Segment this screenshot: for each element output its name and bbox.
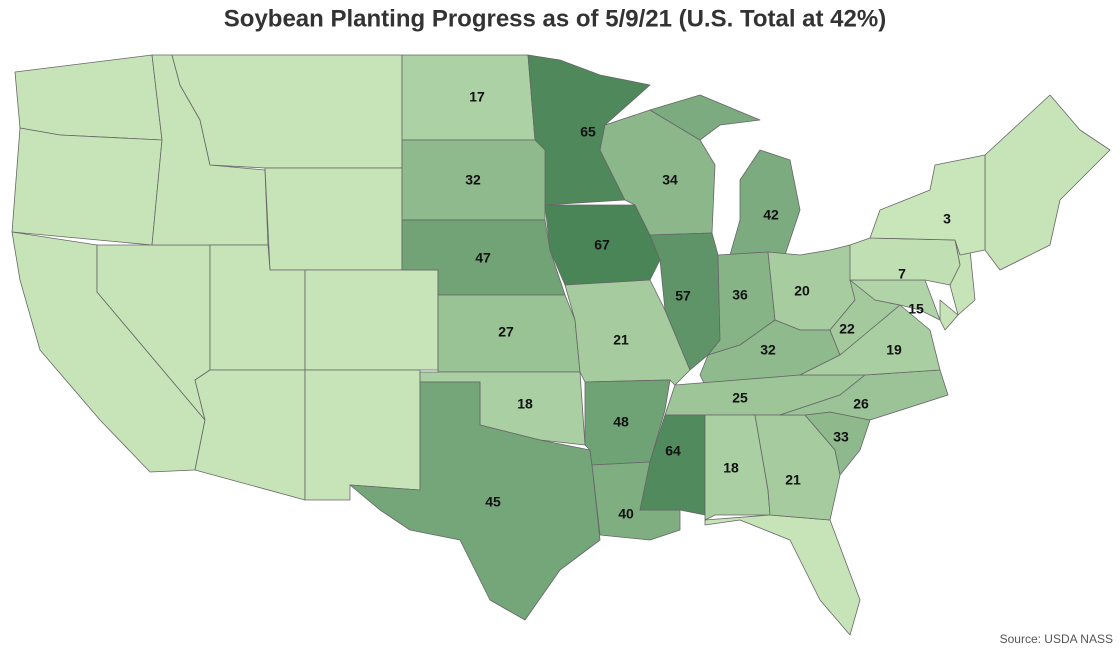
state-no-data — [194, 369, 306, 501]
state-value-label: 67 — [594, 237, 610, 253]
state-value-label: 25 — [732, 390, 748, 406]
state-value-label: 65 — [580, 124, 596, 140]
state-value-label: 18 — [723, 460, 739, 476]
state-value-label: 26 — [853, 396, 869, 412]
state-value-label: 42 — [763, 207, 779, 223]
state-value-label: 36 — [732, 287, 748, 303]
state-value-label: 48 — [613, 414, 629, 430]
state-value-label: 47 — [475, 250, 491, 266]
state-value-label: 33 — [833, 429, 849, 445]
state-value-label: 57 — [675, 288, 691, 304]
state-value-label: 40 — [618, 506, 634, 522]
state-no-data — [304, 369, 421, 501]
state-value-label: 18 — [517, 396, 533, 412]
state-value-label: 3 — [943, 211, 951, 227]
state-no-data — [171, 54, 403, 169]
state-no-data — [984, 94, 1111, 271]
state-value-label: 27 — [498, 324, 514, 340]
state-no-data — [264, 167, 403, 271]
state-value-label: 32 — [760, 342, 776, 358]
state-no-data — [704, 514, 861, 636]
state-value-label: 45 — [485, 494, 501, 510]
state — [349, 381, 601, 621]
state-no-data — [939, 299, 959, 331]
state — [401, 139, 546, 221]
state — [649, 94, 801, 256]
state-no-data — [11, 127, 163, 246]
state-value-label: 7 — [898, 266, 906, 282]
chart-title: Soybean Planting Progress as of 5/9/21 (… — [224, 5, 886, 32]
state-no-data — [304, 269, 439, 371]
source-note: Source: USDA NASS — [1000, 632, 1113, 646]
state — [564, 279, 691, 386]
state-no-data — [14, 54, 163, 141]
state-value-label: 17 — [469, 89, 485, 105]
state — [869, 154, 986, 256]
state-value-label: 21 — [785, 472, 801, 488]
state-value-label: 64 — [665, 443, 681, 459]
state-value-label: 21 — [613, 332, 629, 348]
state-value-label: 22 — [839, 321, 855, 337]
state-value-label: 15 — [908, 301, 924, 317]
state-value-label: 19 — [886, 342, 902, 358]
state-value-label: 32 — [465, 172, 481, 188]
state-value-label: 34 — [662, 172, 678, 188]
state-value-label: 20 — [794, 283, 810, 299]
